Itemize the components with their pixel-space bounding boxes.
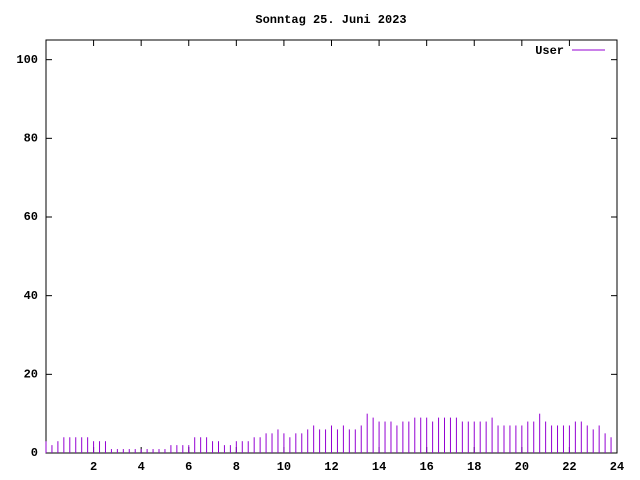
y-tick-label: 40	[24, 289, 38, 303]
x-tick-label: 4	[138, 460, 145, 474]
x-tick-label: 18	[467, 460, 481, 474]
x-tick-label: 20	[515, 460, 529, 474]
x-tick-label: 6	[185, 460, 192, 474]
chart-title: Sonntag 25. Juni 2023	[255, 13, 406, 27]
x-tick-label: 24	[610, 460, 624, 474]
x-tick-label: 8	[233, 460, 240, 474]
x-tick-label: 14	[372, 460, 386, 474]
plot-frame	[45, 39, 618, 454]
y-tick-label: 100	[16, 53, 38, 67]
y-tick-label: 80	[24, 132, 38, 146]
legend-label: User	[535, 44, 564, 58]
y-tick-label: 60	[24, 210, 38, 224]
y-tick-label: 20	[24, 368, 38, 382]
x-tick-label: 12	[324, 460, 338, 474]
x-tick-label: 22	[562, 460, 576, 474]
x-tick-label: 16	[419, 460, 433, 474]
y-tick-label: 0	[31, 446, 38, 460]
x-tick-label: 2	[90, 460, 97, 474]
x-tick-label: 10	[277, 460, 291, 474]
